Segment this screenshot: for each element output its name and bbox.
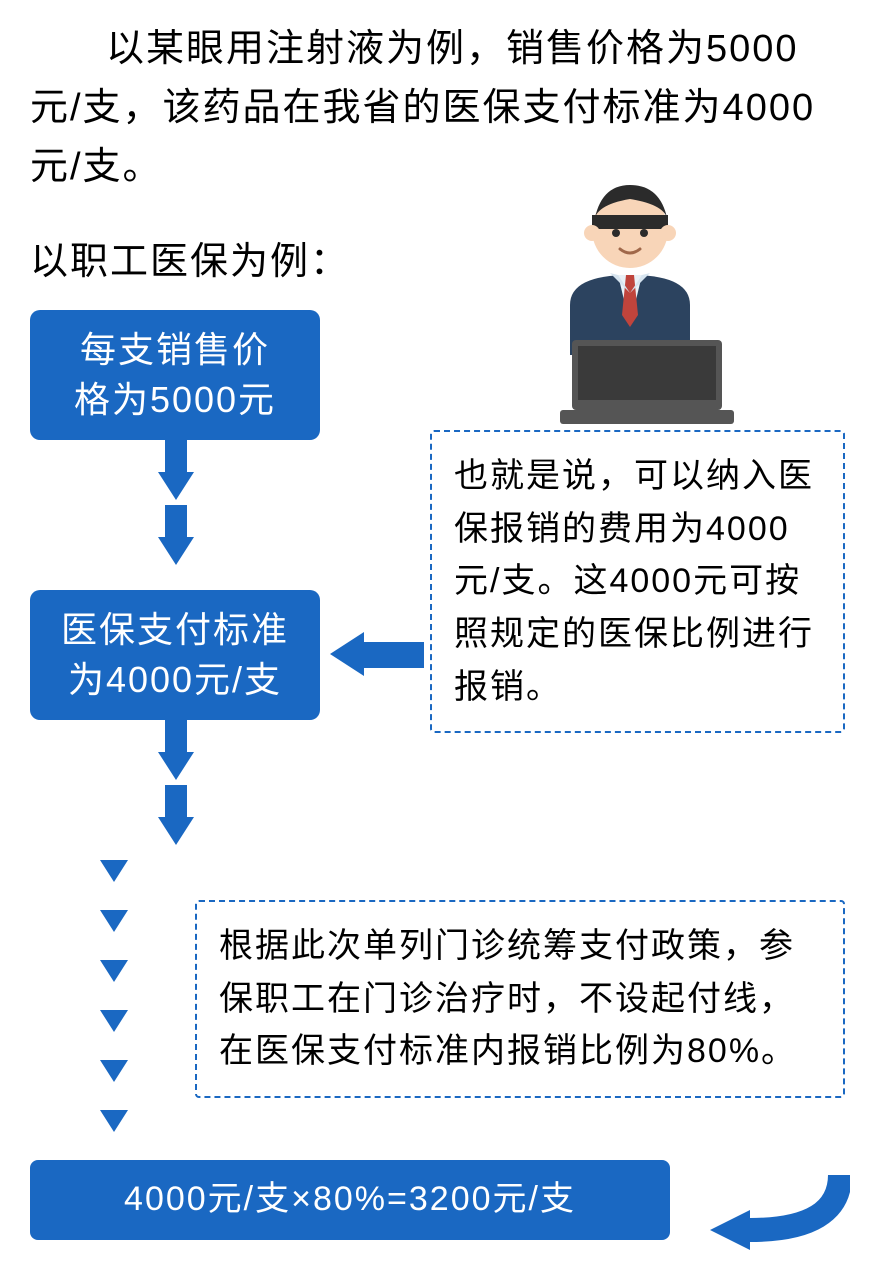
explain-box-2: 根据此次单列门诊统筹支付政策，参保职工在门诊治疗时，不设起付线，在医保支付标准内… <box>195 900 845 1098</box>
subtitle: 以职工医保为例： <box>30 230 350 285</box>
flow-box-sale-price: 每支销售价 格为5000元 <box>30 310 320 440</box>
small-arrow-2 <box>100 960 128 982</box>
small-arrow-1 <box>100 910 128 932</box>
intro-paragraph: 以某眼用注射液为例，销售价格为5000元/支，该药品在我省的医保支付标准为400… <box>30 20 842 197</box>
arrow-left-head <box>330 632 364 676</box>
curve-arrow-icon <box>690 1155 850 1265</box>
arrow-stem-0 <box>165 440 187 472</box>
flow-box-insurance-standard: 医保支付标准 为4000元/支 <box>30 590 320 720</box>
box3-text: 4000元/支×80%=3200元/支 <box>124 1176 576 1224</box>
arrow-head-3 <box>158 817 194 845</box>
small-arrow-4 <box>100 1060 128 1082</box>
arrow-left-stem <box>364 642 424 668</box>
businessman-illustration <box>500 175 760 435</box>
arrow-head-1 <box>158 537 194 565</box>
arrow-stem-3 <box>165 785 187 817</box>
box2-text: 医保支付标准 为4000元/支 <box>61 605 289 706</box>
small-arrow-3 <box>100 1010 128 1032</box>
small-arrow-5 <box>100 1110 128 1132</box>
arrow-stem-1 <box>165 505 187 537</box>
arrow-stem-2 <box>165 720 187 752</box>
small-arrow-0 <box>100 860 128 882</box>
flow-box-calculation: 4000元/支×80%=3200元/支 <box>30 1160 670 1240</box>
explain-box-1: 也就是说，可以纳入医保报销的费用为4000元/支。这4000元可按照规定的医保比… <box>430 430 845 733</box>
arrow-head-2 <box>158 752 194 780</box>
box1-text: 每支销售价 格为5000元 <box>74 325 276 426</box>
arrow-head-0 <box>158 472 194 500</box>
